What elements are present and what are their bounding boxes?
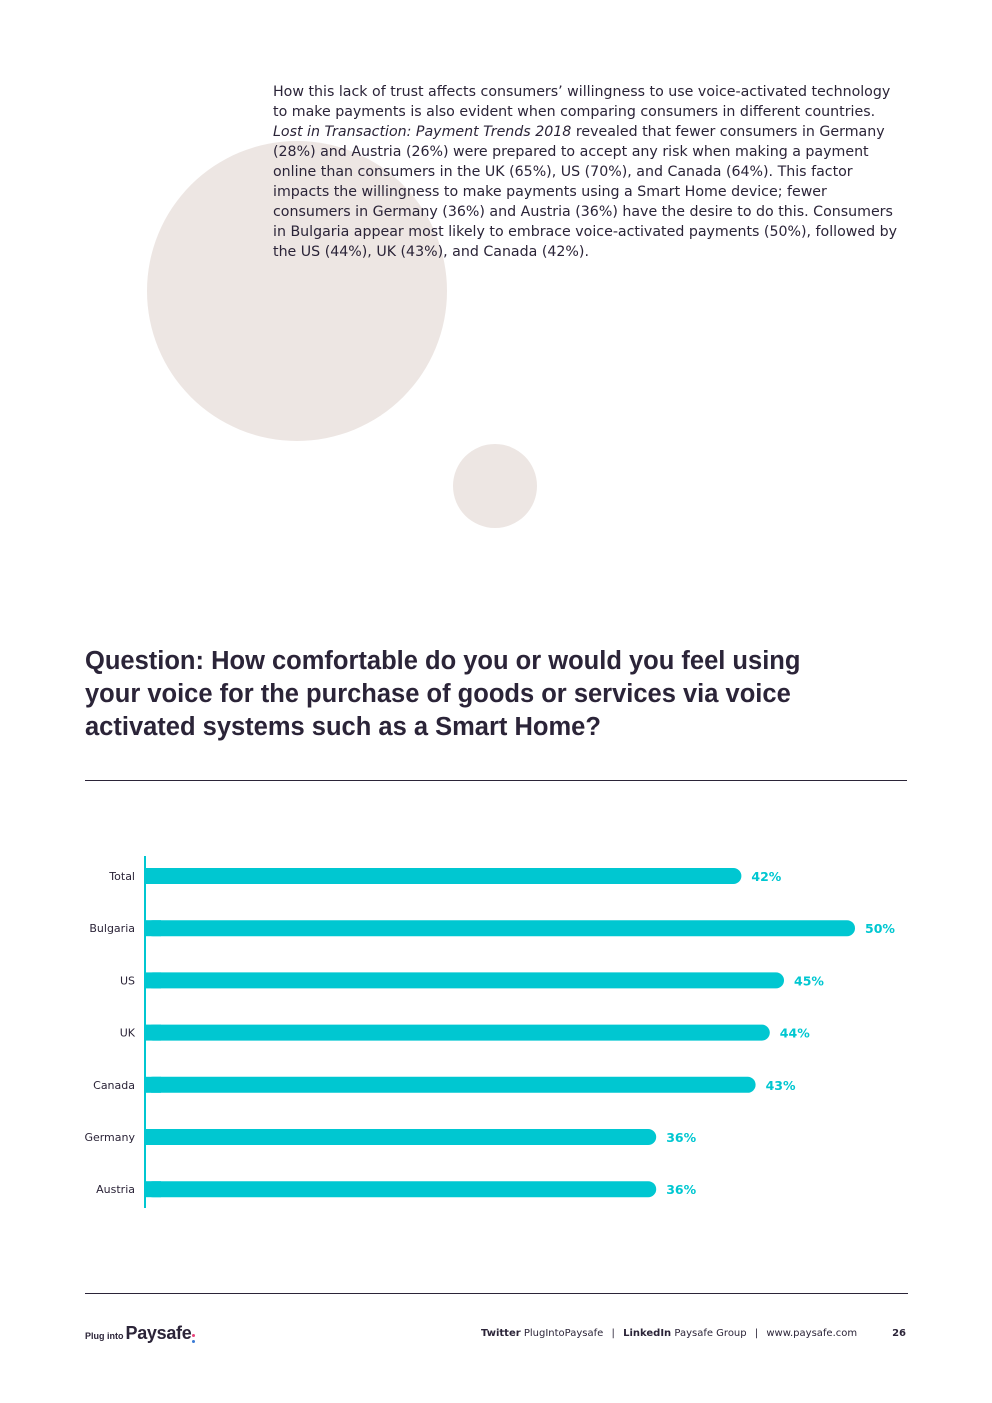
bar-canada — [145, 1076, 756, 1093]
website-link[interactable]: www.paysafe.com — [766, 1328, 858, 1339]
bar-austria — [145, 1181, 657, 1198]
page-number: 26 — [892, 1328, 906, 1339]
bar-base — [145, 920, 161, 937]
linkedin-link[interactable]: Paysafe Group — [674, 1328, 747, 1339]
decorative-circle-large — [147, 141, 447, 441]
footer-links: Twitter PlugIntoPaysafe | LinkedIn Paysa… — [481, 1328, 857, 1339]
bar-bulgaria — [145, 920, 855, 937]
value-label: 45% — [794, 973, 824, 988]
twitter-link[interactable]: PlugIntoPaysafe — [523, 1328, 604, 1339]
category-label: UK — [120, 1027, 136, 1040]
bar-base — [145, 868, 161, 884]
category-label: Total — [108, 870, 135, 883]
linkedin-label: LinkedIn — [623, 1328, 672, 1339]
bar-total — [145, 868, 742, 884]
bar-base — [145, 972, 161, 989]
bar-base — [145, 1076, 161, 1093]
divider-bottom — [85, 1293, 908, 1294]
category-label: Germany — [84, 1131, 135, 1144]
twitter-label: Twitter — [481, 1328, 521, 1339]
value-label: 44% — [780, 1026, 810, 1041]
intro-line-1: How this lack of trust affects consumers… — [273, 84, 891, 120]
value-label: 42% — [751, 869, 781, 884]
value-label: 36% — [666, 1130, 696, 1145]
footer-separator: | — [754, 1328, 759, 1339]
bar-chart: Total 42% Bulgaria 50% US 45% UK 44% Canada 43% Ge… — [84, 856, 895, 1208]
bar-base — [145, 1129, 161, 1145]
survey-question: Question: How comfortable do you or woul… — [85, 647, 801, 741]
category-label: Bulgaria — [89, 922, 135, 935]
category-label: US — [120, 974, 135, 987]
value-label: 36% — [666, 1182, 696, 1197]
value-label: 50% — [865, 921, 895, 936]
bar-germany — [145, 1129, 657, 1145]
bar-us — [145, 972, 784, 989]
category-label: Canada — [93, 1079, 135, 1092]
footer-separator: | — [611, 1328, 615, 1339]
bar-uk — [145, 1024, 770, 1041]
value-label: 43% — [766, 1078, 796, 1093]
category-label: Austria — [96, 1183, 135, 1196]
report-title: Lost in Transaction: Payment Trends 2018 — [273, 124, 572, 140]
divider-top — [85, 780, 907, 781]
bar-base — [145, 1181, 161, 1198]
bar-base — [145, 1024, 161, 1041]
decorative-circle-small — [453, 444, 537, 528]
logo-colon-icon — [192, 1334, 196, 1343]
paysafe-logo[interactable]: Plug into Paysafe — [85, 1323, 196, 1343]
logo-prefix: Plug into — [85, 1331, 124, 1341]
logo-brand: Paysafe — [125, 1323, 192, 1343]
intro-rest: revealed that fewer consumers in Germany… — [273, 124, 898, 260]
intro-paragraph: How this lack of trust affects consumers… — [273, 82, 901, 262]
